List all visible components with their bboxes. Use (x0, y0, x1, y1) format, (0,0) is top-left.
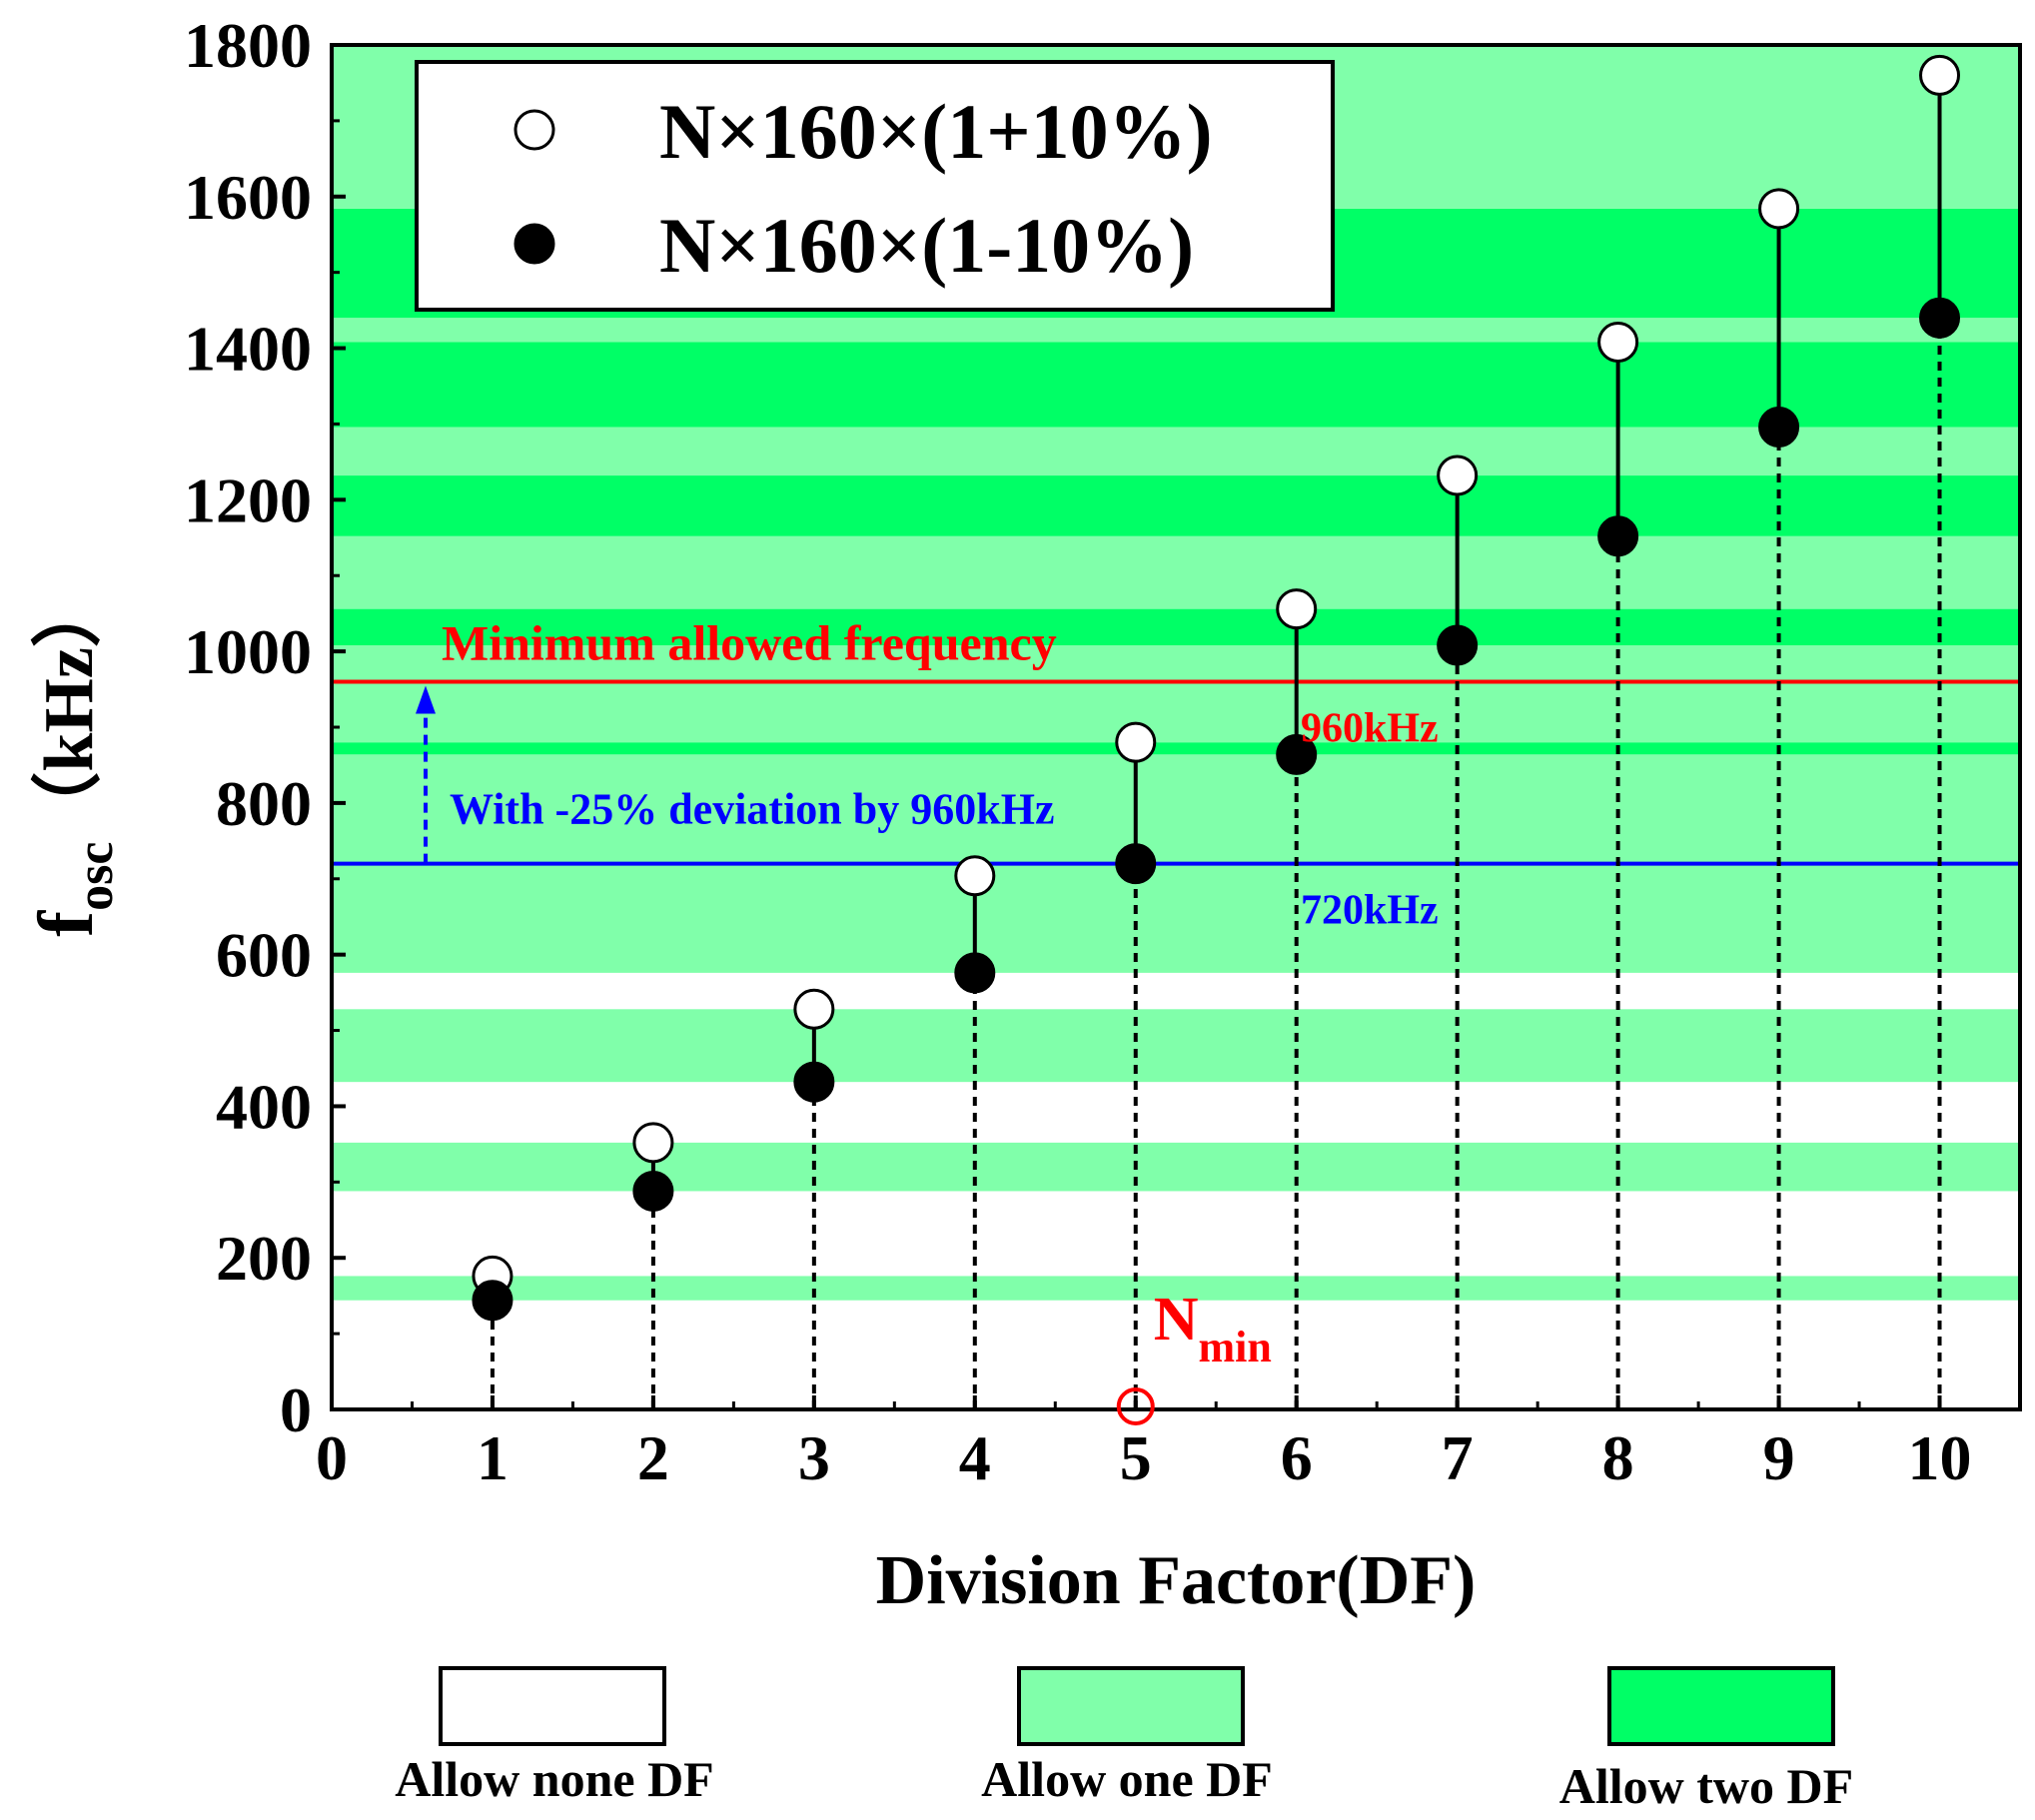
point-upper (632, 1122, 674, 1164)
x-tick-label: 5 (1120, 1422, 1152, 1493)
x-tick-label: 8 (1602, 1422, 1634, 1493)
point-lower (632, 1170, 674, 1212)
nmin-sub: min (1199, 1323, 1272, 1371)
ref-label-960: 960kHz (1301, 705, 1439, 751)
band-one (332, 645, 2020, 743)
band-legend-label-two: Allow two DF (1559, 1758, 1853, 1814)
y-axis-title-sub: osc (67, 842, 124, 911)
y-tick-label: 400 (216, 1071, 312, 1142)
band-two (332, 608, 2020, 646)
legend-label-plus: N×160×(1+10%) (659, 88, 1213, 175)
x-axis-title: Division Factor(DF) (876, 1542, 1477, 1619)
y-tick-label: 200 (216, 1223, 312, 1294)
point-upper (1437, 455, 1479, 496)
axes: 0 1 2 3 4 5 6 7 8 9 10 0 200 400 600 800 1000 1200 1400 160… (184, 10, 2022, 1493)
band-one (332, 427, 2020, 476)
y-tick-label: 1200 (184, 464, 312, 535)
point-lower (472, 1280, 513, 1322)
band-one (332, 1142, 2020, 1192)
y-tick-label: 1400 (184, 314, 312, 385)
y-tick-label: 0 (280, 1374, 312, 1445)
band-one (332, 754, 2020, 864)
y-tick-label: 1600 (184, 162, 312, 233)
x-tick-label: 2 (637, 1422, 669, 1493)
point-upper (954, 855, 996, 897)
point-upper (1597, 321, 1639, 363)
point-upper (1758, 188, 1800, 230)
band-two (332, 742, 2020, 755)
stem-layer (490, 75, 1942, 1409)
y-axis-title: fosc（kHz） (22, 577, 124, 937)
x-tick-label: 9 (1763, 1422, 1795, 1493)
point-lower (1276, 733, 1318, 775)
reference-line-layer (332, 679, 2020, 866)
min-frequency-label: Minimum allowed frequency (442, 614, 1057, 670)
band-one (332, 1276, 2020, 1301)
legend-filled-circle-icon (513, 223, 555, 265)
nmin-marker (1116, 1387, 1155, 1425)
x-tick-label: 7 (1442, 1422, 1474, 1493)
point-upper (1115, 721, 1157, 763)
y-tick-label: 800 (216, 768, 312, 839)
band-legend-swatch-none (439, 1666, 666, 1746)
legend-box (415, 60, 1335, 312)
point-upper (1919, 54, 1961, 96)
band-one (332, 318, 2020, 343)
point-layer (472, 54, 1961, 1322)
y-tick-label: 600 (216, 920, 312, 991)
y-axis-title-main: f (22, 910, 109, 937)
y-tick-label: 1000 (184, 616, 312, 687)
point-lower (1758, 406, 1800, 448)
x-tick-label: 6 (1281, 1422, 1313, 1493)
series-legend: N×160×(1+10%) N×160×(1-10%) (415, 60, 1335, 312)
nmin-label: Nmin (1154, 1286, 1272, 1371)
point-lower (793, 1061, 835, 1103)
point-lower (1437, 624, 1479, 666)
nmin-main: N (1154, 1286, 1199, 1354)
deviation-label: With -25% deviation by 960kHz (450, 785, 1054, 834)
band-one (332, 1009, 2020, 1083)
x-tick-label: 3 (798, 1422, 830, 1493)
legend-label-minus: N×160×(1-10%) (659, 202, 1194, 289)
band-legend-label-none: Allow none DF (395, 1751, 713, 1807)
y-axis-title-unit: （kHz） (30, 577, 108, 841)
point-lower (1597, 515, 1639, 557)
point-upper (1276, 588, 1318, 630)
point-upper (793, 988, 835, 1030)
band-legend: Allow none DF Allow one DF Allow two DF (395, 1666, 1853, 1814)
band-two (332, 475, 2020, 536)
y-tick-label: 1800 (184, 10, 312, 81)
point-lower (954, 952, 996, 994)
band-legend-swatch-one (1017, 1666, 1245, 1746)
point-lower (1919, 297, 1961, 339)
band-two (332, 342, 2020, 428)
legend-open-circle-icon (513, 109, 555, 151)
band-one (332, 863, 2020, 973)
band-legend-swatch-two (1607, 1666, 1835, 1746)
x-tick-label: 0 (316, 1422, 348, 1493)
x-tick-label: 1 (477, 1422, 509, 1493)
x-tick-label: 10 (1908, 1422, 1972, 1493)
deviation-arrow-head (416, 685, 436, 714)
band-legend-label-one: Allow one DF (981, 1751, 1273, 1807)
band-one (332, 535, 2020, 609)
ref-label-720: 720kHz (1301, 888, 1439, 934)
point-lower (1115, 843, 1157, 885)
x-tick-label: 4 (959, 1422, 991, 1493)
